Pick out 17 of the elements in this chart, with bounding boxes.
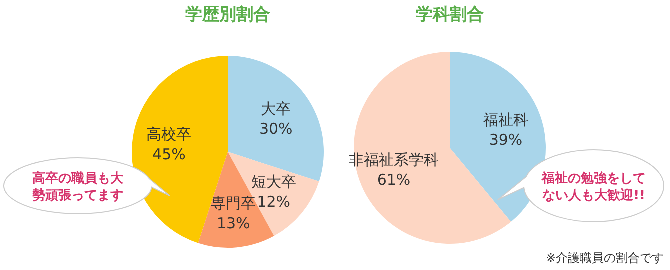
text: ※介護職員の割合です — [546, 251, 664, 265]
data-label: 61% — [377, 171, 411, 190]
slice-label: 短大卒 — [251, 172, 296, 191]
data-label: 39% — [489, 130, 523, 149]
data-label: 12% — [257, 192, 291, 211]
slice-label: 大卒 — [261, 100, 292, 118]
data-label: 13% — [216, 214, 250, 232]
slice-label: 非福祉系学科 — [349, 151, 439, 170]
slice-label: 専門卒 — [211, 194, 256, 212]
chart-title: 学科割合 — [416, 5, 484, 25]
data-label: 45% — [152, 146, 186, 164]
chart-title: 学歴別割合 — [186, 5, 270, 25]
text: 高卒の職員も大勢頑張ってます — [32, 170, 124, 204]
data-label: 30% — [259, 120, 293, 138]
slice-label: 福祉科 — [484, 110, 528, 129]
slice-label: 高校卒 — [146, 126, 192, 144]
text: 福祉の勉強をしてない人も大歓迎!! — [541, 170, 646, 204]
